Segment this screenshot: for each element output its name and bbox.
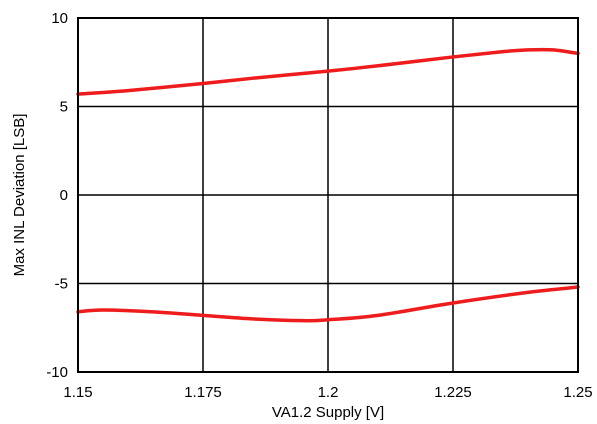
y-tick-label: 5 [60,99,68,116]
series-line-lower [76,285,580,323]
x-tick-label: 1.25 [563,384,592,401]
y-tick-label: 10 [51,10,68,27]
x-tick-label: 1.2 [318,384,339,401]
x-tick-label: 1.175 [184,384,222,401]
y-tick-labels: 10 5 0 -5 -10 [46,10,68,381]
y-axis-label: Max INL Deviation [LSB] [11,114,28,277]
x-tick-label: 1.15 [63,384,92,401]
y-tick-label: -10 [46,364,68,381]
x-tick-labels: 1.15 1.175 1.2 1.225 1.25 [63,384,592,401]
plot-frame [77,17,579,373]
y-tick-label: 0 [60,187,68,204]
series-lines [76,47,580,323]
x-axis-label: VA1.2 Supply [V] [272,404,384,421]
x-tick-label: 1.225 [434,384,472,401]
series-line-upper [76,47,580,96]
y-tick-label: -5 [55,276,68,293]
grid-lines [78,18,578,372]
